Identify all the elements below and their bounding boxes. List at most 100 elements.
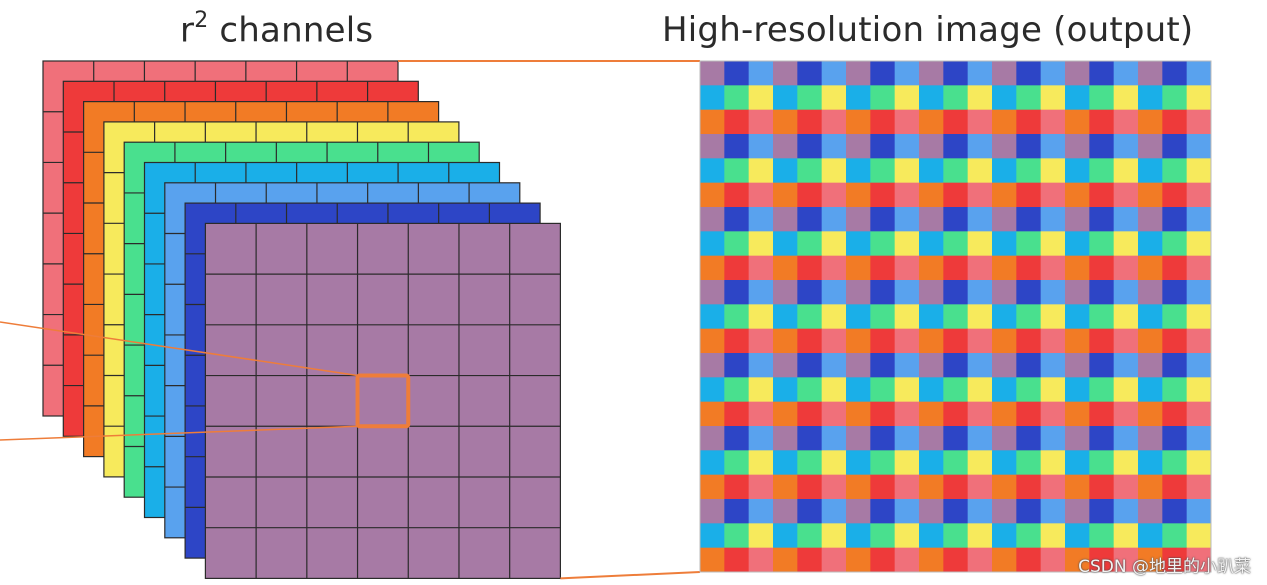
connector-line-lower-left xyxy=(0,425,358,441)
output-pixel xyxy=(821,158,847,184)
output-pixel xyxy=(724,231,750,257)
output-pixel xyxy=(1040,353,1066,378)
output-pixel xyxy=(1065,353,1090,378)
output-pixel xyxy=(773,353,798,378)
output-pixel xyxy=(943,255,969,281)
output-pixel xyxy=(1065,182,1090,208)
output-pixel xyxy=(1162,207,1188,232)
output-pixel xyxy=(943,426,969,451)
output-pixel xyxy=(943,523,969,549)
output-pixel xyxy=(1040,450,1066,476)
output-pixel xyxy=(870,280,896,305)
connector-line-bottom xyxy=(560,571,701,580)
output-pixel xyxy=(821,547,847,573)
output-pixel xyxy=(1138,255,1163,281)
output-pixel xyxy=(821,353,847,378)
output-pixel xyxy=(1113,207,1139,232)
output-pixel xyxy=(1040,401,1066,427)
output-pixel xyxy=(748,353,774,378)
output-pixel xyxy=(1040,328,1066,354)
output-pixel xyxy=(992,353,1017,378)
output-pixel xyxy=(846,328,871,354)
output-pixel xyxy=(846,377,871,403)
output-pixel xyxy=(1162,426,1188,451)
output-pixel xyxy=(1089,280,1115,305)
output-pixel xyxy=(773,401,798,427)
output-pixel xyxy=(1040,231,1066,257)
output-pixel xyxy=(870,255,896,281)
output-pixel xyxy=(773,134,798,159)
output-pixel xyxy=(919,207,944,232)
output-pixel xyxy=(870,328,896,354)
output-pixel xyxy=(1089,474,1115,500)
output-pixel xyxy=(943,182,969,208)
output-pixel xyxy=(773,426,798,451)
output-pixel xyxy=(1162,280,1188,305)
output-pixel xyxy=(797,85,823,111)
output-pixel xyxy=(773,499,798,524)
output-pixel xyxy=(919,109,944,135)
output-pixel xyxy=(1065,474,1090,500)
output-pixel xyxy=(773,547,798,573)
output-pixel xyxy=(967,280,993,305)
output-pixel xyxy=(846,499,871,524)
output-pixel xyxy=(797,450,823,476)
output-pixel xyxy=(967,255,993,281)
output-pixel xyxy=(700,426,725,451)
output-pixel xyxy=(894,450,920,476)
output-pixel xyxy=(773,231,798,257)
output-pixel xyxy=(1186,109,1212,135)
output-pixel xyxy=(724,353,750,378)
output-pixel xyxy=(1186,182,1212,208)
output-pixel xyxy=(1162,158,1188,184)
output-pixel xyxy=(967,182,993,208)
output-pixel xyxy=(1138,377,1163,403)
output-pixel xyxy=(919,134,944,159)
output-pixel xyxy=(821,255,847,281)
output-pixel xyxy=(1186,474,1212,500)
output-pixel xyxy=(846,158,871,184)
output-pixel xyxy=(992,426,1017,451)
output-pixel xyxy=(943,353,969,378)
output-pixel xyxy=(1186,450,1212,476)
output-pixel xyxy=(1162,474,1188,500)
output-pixel xyxy=(700,353,725,378)
output-pixel xyxy=(821,134,847,159)
output-pixel xyxy=(748,328,774,354)
output-pixel xyxy=(1186,85,1212,111)
output-pixel xyxy=(846,85,871,111)
output-pixel xyxy=(870,61,896,86)
output-pixel xyxy=(943,328,969,354)
output-pixel xyxy=(748,61,774,86)
output-pixel xyxy=(1089,547,1115,573)
output-pixel xyxy=(1113,450,1139,476)
output-pixel xyxy=(943,109,969,135)
output-pixel xyxy=(894,401,920,427)
output-pixel xyxy=(1016,450,1042,476)
output-pixel xyxy=(870,450,896,476)
output-pixel xyxy=(992,61,1017,86)
output-pixel xyxy=(967,158,993,184)
output-pixel xyxy=(1113,328,1139,354)
output-pixel xyxy=(748,474,774,500)
output-pixel xyxy=(821,304,847,330)
output-pixel xyxy=(773,255,798,281)
output-pixel xyxy=(894,280,920,305)
output-pixel xyxy=(943,304,969,330)
output-pixel xyxy=(821,231,847,257)
output-pixel xyxy=(992,109,1017,135)
output-pixel xyxy=(870,85,896,111)
output-pixel xyxy=(992,304,1017,330)
output-pixel xyxy=(967,474,993,500)
channel-layer-9 xyxy=(204,222,561,579)
output-pixel xyxy=(773,158,798,184)
output-pixel xyxy=(846,280,871,305)
output-pixel xyxy=(700,523,725,549)
output-pixel xyxy=(1186,158,1212,184)
connector-lines xyxy=(0,60,701,580)
output-pixel xyxy=(919,280,944,305)
output-pixel xyxy=(846,255,871,281)
output-pixel xyxy=(1186,523,1212,549)
output-pixel xyxy=(1138,499,1163,524)
output-pixel xyxy=(894,134,920,159)
